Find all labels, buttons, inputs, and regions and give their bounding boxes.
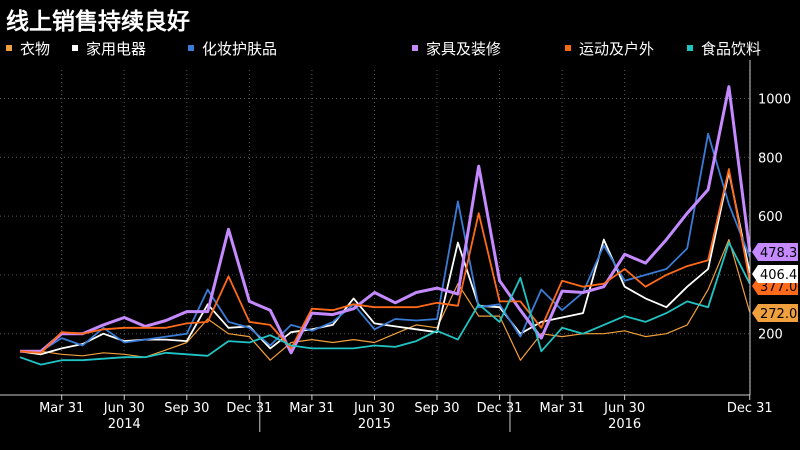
legend-swatch bbox=[72, 45, 78, 51]
x-tick-label: Dec 31 bbox=[477, 401, 523, 416]
y-tick-label: 200 bbox=[758, 328, 783, 343]
end-label-box bbox=[752, 265, 798, 283]
series-line-2 bbox=[20, 132, 751, 353]
legend-swatch bbox=[687, 45, 693, 51]
y-tick-label: 600 bbox=[758, 210, 783, 225]
year-label: 2014 bbox=[108, 417, 141, 432]
legend-item-food: 食品饮料 bbox=[687, 38, 761, 59]
x-tick-label: Jun 30 bbox=[603, 401, 645, 416]
x-tick-label: Mar 31 bbox=[39, 401, 84, 416]
legend-label: 化妆护肤品 bbox=[202, 40, 278, 58]
series-line-3 bbox=[20, 85, 752, 355]
legend-swatch bbox=[565, 45, 571, 51]
legend-label: 家用电器 bbox=[86, 40, 147, 58]
x-tick-label: Dec 31 bbox=[727, 401, 773, 416]
legend-label: 家具及装修 bbox=[426, 40, 502, 58]
legend-item-appliances: 家用电器 bbox=[72, 38, 146, 59]
legend-item-cosmetics: 化妆护肤品 bbox=[188, 38, 277, 59]
end-label-box bbox=[752, 243, 798, 261]
chart-title: 线上销售持续良好 bbox=[6, 9, 190, 35]
end-label: 406.4 bbox=[752, 265, 798, 283]
legend-swatch bbox=[6, 45, 12, 51]
legend-item-clothing: 衣物 bbox=[6, 38, 50, 59]
legend-label: 食品饮料 bbox=[701, 40, 762, 58]
end-label: 478.3 bbox=[752, 243, 798, 261]
legend-label: 运动及户外 bbox=[579, 40, 655, 58]
x-tick-label: Sep 30 bbox=[414, 401, 459, 416]
x-tick-label: Mar 31 bbox=[289, 401, 334, 416]
x-tick-label: Mar 31 bbox=[539, 401, 584, 416]
end-label-value: 406.4 bbox=[760, 268, 797, 283]
end-label-value: 377.0 bbox=[760, 280, 797, 295]
legend-item-sports: 运动及户外 bbox=[565, 38, 654, 59]
legend-label: 衣物 bbox=[20, 40, 51, 58]
y-tick-label: 1000 bbox=[758, 93, 791, 108]
end-label-value: 478.3 bbox=[760, 246, 797, 261]
grid bbox=[0, 70, 751, 395]
y-tick-label: 800 bbox=[758, 151, 783, 166]
x-tick-label: Sep 30 bbox=[164, 401, 209, 416]
legend-item-furniture: 家具及装修 bbox=[412, 38, 501, 59]
legend-swatch bbox=[188, 45, 194, 51]
end-label: 272.0 bbox=[752, 304, 798, 322]
series-line-4 bbox=[19, 168, 751, 354]
x-tick-label: Jun 30 bbox=[353, 401, 395, 416]
year-label: 2016 bbox=[608, 417, 641, 432]
legend-swatch bbox=[412, 45, 418, 51]
end-label-value: 272.0 bbox=[760, 307, 797, 322]
x-tick-label: Dec 31 bbox=[226, 401, 272, 416]
series-line-5 bbox=[19, 241, 751, 366]
year-label: 2015 bbox=[358, 417, 391, 432]
end-label-box bbox=[752, 304, 798, 322]
x-tick-label: Jun 30 bbox=[103, 401, 145, 416]
series-lines bbox=[19, 85, 752, 366]
